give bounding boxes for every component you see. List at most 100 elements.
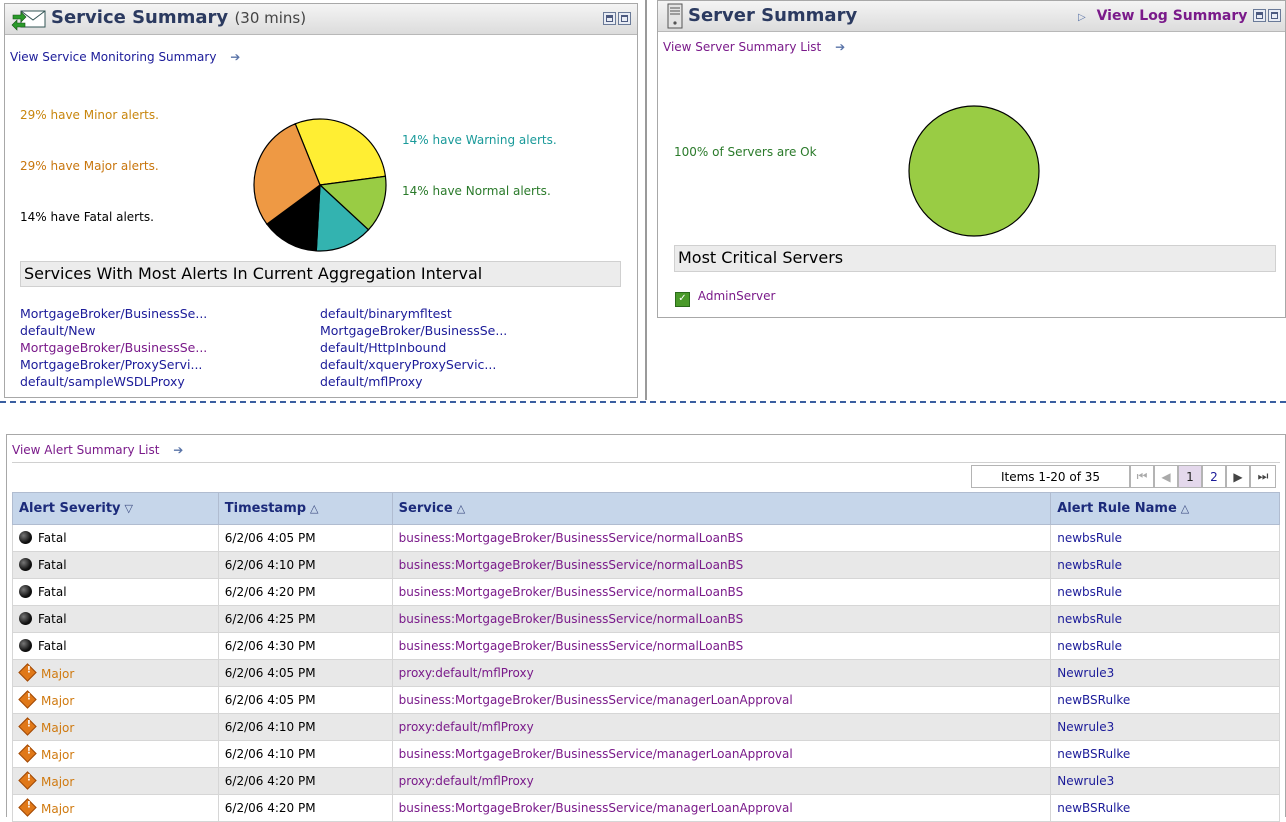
service-link[interactable]: business:MortgageBroker/BusinessService/… xyxy=(398,531,744,545)
service-link[interactable]: default/mflProxy xyxy=(320,374,423,389)
sort-ascending-icon[interactable]: △ xyxy=(1180,502,1190,515)
table-row: Fatal 6/2/06 4:25 PM business:MortgageBrok… xyxy=(12,605,1280,633)
service-link[interactable]: proxy:default/mflProxy xyxy=(398,774,534,788)
panel-separator xyxy=(645,0,647,400)
fatal-severity-icon xyxy=(19,612,32,625)
maximize-icon[interactable] xyxy=(1268,9,1281,22)
service-link[interactable]: business:MortgageBroker/BusinessService/… xyxy=(398,585,744,599)
sort-ascending-icon[interactable]: △ xyxy=(456,502,466,515)
rule-link[interactable]: newbsRule xyxy=(1057,612,1123,626)
view-server-summary-list-link[interactable]: View Server Summary List ➔ xyxy=(663,40,845,54)
rule-cell: newBSRulke xyxy=(1050,686,1280,714)
severity-label: Fatal xyxy=(38,558,67,572)
severity-label: Fatal xyxy=(38,531,67,545)
pager-page-2[interactable]: 2 xyxy=(1202,465,1226,488)
view-log-summary-link[interactable]: ▷ View Log Summary xyxy=(1078,8,1247,24)
service-cell: business:MortgageBroker/BusinessService/… xyxy=(391,551,1052,579)
table-row: Major 6/2/06 4:20 PM business:MortgageBrok… xyxy=(12,794,1280,822)
service-link[interactable]: MortgageBroker/BusinessSe... xyxy=(320,323,508,338)
sort-ascending-icon[interactable]: △ xyxy=(310,502,319,515)
pager-last-button[interactable]: ⏭ xyxy=(1250,465,1276,488)
major-severity-icon xyxy=(18,797,37,817)
rule-link[interactable]: newBSRulke xyxy=(1057,747,1131,761)
rule-link[interactable]: newbsRule xyxy=(1057,585,1123,599)
service-link[interactable]: business:MortgageBroker/BusinessService/… xyxy=(398,693,793,707)
service-link[interactable]: MortgageBroker/BusinessSe... xyxy=(20,306,208,321)
critical-server-item[interactable]: ✓ AdminServer xyxy=(675,289,775,307)
service-alerts-pie-chart xyxy=(253,118,387,252)
service-link[interactable]: business:MortgageBroker/BusinessService/… xyxy=(398,801,793,815)
service-cell: business:MortgageBroker/BusinessService/… xyxy=(391,794,1052,822)
rule-link[interactable]: Newrule3 xyxy=(1057,774,1115,788)
table-row: Major 6/2/06 4:20 PM proxy:default/mflProx… xyxy=(12,767,1280,795)
view-service-monitoring-link[interactable]: View Service Monitoring Summary ➔ xyxy=(10,50,240,64)
table-row: Major 6/2/06 4:10 PM business:MortgageBrok… xyxy=(12,740,1280,768)
service-link[interactable]: default/HttpInbound xyxy=(320,340,447,355)
view-alert-summary-list-link[interactable]: View Alert Summary List ➔ xyxy=(12,443,183,457)
severity-cell: Fatal xyxy=(12,551,219,579)
table-row: Major 6/2/06 4:05 PM business:MortgageBrok… xyxy=(12,686,1280,714)
critical-server-link[interactable]: AdminServer xyxy=(697,289,776,303)
severity-cell: Major xyxy=(12,794,219,822)
legend-fatal: 14% have Fatal alerts. xyxy=(20,210,154,224)
pie-slice-normal xyxy=(318,175,387,231)
most-alerts-heading: Services With Most Alerts In Current Agg… xyxy=(20,261,621,287)
timestamp-cell: 6/2/06 4:20 PM xyxy=(217,794,393,822)
service-link[interactable]: business:MortgageBroker/BusinessService/… xyxy=(398,747,793,761)
severity-label: Fatal xyxy=(38,585,67,599)
column-header-rule-label: Alert Rule Name xyxy=(1057,501,1177,516)
rule-link[interactable]: Newrule3 xyxy=(1057,720,1115,734)
pie-slice-fatal xyxy=(266,183,321,252)
service-link[interactable]: business:MortgageBroker/BusinessService/… xyxy=(398,612,744,626)
section-divider xyxy=(0,401,1286,403)
service-link[interactable]: business:MortgageBroker/BusinessService/… xyxy=(398,558,744,572)
maximize-icon[interactable] xyxy=(618,12,631,25)
service-link[interactable]: default/New xyxy=(20,323,96,338)
severity-cell: Fatal xyxy=(12,578,219,606)
service-link[interactable]: default/sampleWSDLProxy xyxy=(20,374,185,389)
timestamp-cell: 6/2/06 4:25 PM xyxy=(217,605,393,633)
most-critical-servers-heading: Most Critical Servers xyxy=(674,245,1276,272)
service-link[interactable]: default/binarymfltest xyxy=(320,306,452,321)
service-link[interactable]: MortgageBroker/BusinessSe... xyxy=(20,340,208,355)
timestamp-cell: 6/2/06 4:10 PM xyxy=(217,551,393,579)
pager-prev-button[interactable]: ◀ xyxy=(1154,465,1178,488)
minimize-icon[interactable] xyxy=(1253,9,1266,22)
rule-link[interactable]: newBSRulke xyxy=(1057,693,1131,707)
minimize-icon[interactable] xyxy=(603,12,616,25)
service-summary-title: Service Summary xyxy=(51,7,229,28)
fatal-severity-icon xyxy=(19,531,32,544)
severity-cell: Major xyxy=(12,713,219,741)
service-cell: business:MortgageBroker/BusinessService/… xyxy=(391,686,1052,714)
rule-link[interactable]: newbsRule xyxy=(1057,639,1123,653)
table-row: Fatal 6/2/06 4:10 PM business:MortgageBrok… xyxy=(12,551,1280,579)
service-cell: business:MortgageBroker/BusinessService/… xyxy=(391,632,1052,660)
view-server-summary-list-label: View Server Summary List xyxy=(663,40,822,54)
sort-descending-icon[interactable]: ▽ xyxy=(124,502,133,515)
view-service-monitoring-label: View Service Monitoring Summary xyxy=(10,50,217,64)
service-link[interactable]: proxy:default/mflProxy xyxy=(398,666,534,680)
service-link[interactable]: MortgageBroker/ProxyServi... xyxy=(20,357,203,372)
table-row: Fatal 6/2/06 4:30 PM business:MortgageBrok… xyxy=(12,632,1280,660)
pager-page-1[interactable]: 1 xyxy=(1178,465,1202,488)
service-link[interactable]: proxy:default/mflProxy xyxy=(398,720,534,734)
column-header-severity[interactable]: Alert Severity ▽ xyxy=(12,492,219,525)
rule-link[interactable]: newbsRule xyxy=(1057,531,1123,545)
service-link[interactable]: default/xqueryProxyServic... xyxy=(320,357,497,372)
column-header-rule[interactable]: Alert Rule Name △ xyxy=(1050,492,1280,525)
rule-cell: newbsRule xyxy=(1050,524,1280,552)
rule-link[interactable]: newbsRule xyxy=(1057,558,1123,572)
severity-label: Fatal xyxy=(38,612,67,626)
pager-next-button[interactable]: ▶ xyxy=(1226,465,1250,488)
major-severity-icon xyxy=(18,662,37,682)
rule-link[interactable]: newBSRulke xyxy=(1057,801,1131,815)
service-link[interactable]: business:MortgageBroker/BusinessService/… xyxy=(398,639,744,653)
pie-slice-warning xyxy=(315,183,370,252)
column-header-timestamp[interactable]: Timestamp △ xyxy=(217,492,393,525)
next-page-icon: ▶ xyxy=(1233,469,1243,484)
column-header-service[interactable]: Service △ xyxy=(391,492,1052,525)
table-toolbar-line xyxy=(12,462,1280,463)
rule-link[interactable]: Newrule3 xyxy=(1057,666,1115,680)
pager-first-button[interactable]: ⏮ xyxy=(1130,465,1154,488)
timestamp-cell: 6/2/06 4:20 PM xyxy=(217,767,393,795)
